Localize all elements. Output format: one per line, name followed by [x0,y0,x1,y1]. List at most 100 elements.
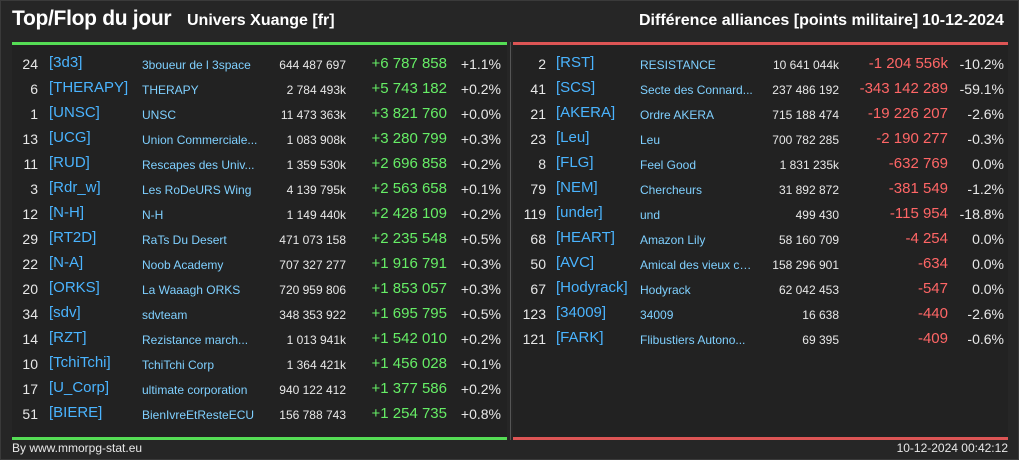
alliance-tag-link[interactable]: [N-H] [49,204,84,221]
rank-cell: 3 [30,181,38,197]
percent-change-cell: -0.6% [967,331,1004,347]
points-diff-cell: -381 549 [888,180,948,197]
total-points-cell: 471 073 158 [279,233,346,247]
alliance-name-link[interactable]: THERAPY [142,83,199,97]
top-table-row: 17 [U_Corp] ultimate corporation 940 122 41… [12,376,507,401]
alliance-tag-link[interactable]: [sdv] [49,304,81,321]
points-diff-cell: +1 853 057 [371,280,448,297]
rank-cell: 20 [22,281,38,297]
top-table-row: 11 [RUD] Rescapes des Univ... 1 359 530k +2 … [12,151,507,176]
alliance-name-link[interactable]: UNSC [142,108,177,122]
alliance-name-link[interactable]: N-H [142,208,164,222]
percent-change-cell: +0.8% [460,406,501,422]
alliance-name-link[interactable]: 34009 [640,308,674,322]
rank-cell: 119 [523,206,546,222]
alliance-name-link[interactable]: Chercheurs [640,183,703,197]
percent-change-cell: +0.2% [460,206,501,222]
top-table-row: 29 [RT2D] RaTs Du Desert 471 073 158 +2 235 … [12,226,507,251]
points-diff-cell: -115 954 [889,205,948,222]
total-points-cell: 1 013 941k [286,333,346,347]
alliance-tag-link[interactable]: [34009] [556,304,607,321]
alliance-name-link[interactable]: TchiTchi Corp [142,358,215,372]
alliance-tag-link[interactable]: [Leu] [556,129,590,146]
flop-panel: 2 [RST] RESISTANCE 10 641 044k -1 204 556k -1… [513,42,1008,440]
total-points-cell: 348 353 922 [279,308,346,322]
top-table-row: 1 [UNSC] UNSC 11 473 363k +3 821 760 +0.0% [12,101,507,126]
points-diff-cell: +1 695 795 [371,305,448,322]
alliance-tag-link[interactable]: [ORKS] [49,279,100,296]
alliance-name-link[interactable]: Leu [640,133,661,147]
alliance-tag-link[interactable]: [Rdr_w] [49,179,101,196]
top-table-row: 3 [Rdr_w] Les RoDeURS Wing 4 139 795k +2 563… [12,176,507,201]
rank-cell: 24 [22,56,38,72]
top-panel: 24 [3d3] 3boueur de l 3space 644 487 697 +6 … [12,42,507,440]
percent-change-cell: +0.3% [460,256,501,272]
alliance-name-link[interactable]: Hodyrack [640,283,691,297]
top-table-row: 13 [UCG] Union Commerciale... 1 083 908k +3 … [12,126,507,151]
alliance-tag-link[interactable]: [TchiTchi] [49,354,111,371]
rank-cell: 23 [530,131,546,147]
top-table-row: 12 [N-H] N-H 1 149 440k +2 428 109 +0.2% [12,201,507,226]
points-diff-cell: -343 142 289 [859,80,948,97]
alliance-name-link[interactable]: Feel Good [640,158,697,172]
alliance-name-link[interactable]: La Waaagh ORKS [142,283,241,297]
points-diff-cell: +2 235 548 [371,230,448,247]
alliance-tag-link[interactable]: [RT2D] [49,229,97,246]
alliance-tag-link[interactable]: [RST] [556,54,595,71]
alliance-tag-link[interactable]: [U_Corp] [49,379,110,396]
alliance-name-link[interactable]: Amazon Lily [640,233,706,247]
alliance-name-link[interactable]: RaTs Du Desert [142,233,227,247]
top-table-row: 24 [3d3] 3boueur de l 3space 644 487 697 +6 … [12,51,507,76]
total-points-cell: 499 430 [795,208,839,222]
alliance-tag-link[interactable]: [AKERA] [556,104,616,121]
points-diff-cell: +1 254 735 [371,405,448,422]
alliance-tag-link[interactable]: [BIERE] [49,404,103,421]
alliance-name-link[interactable]: BienIvreEtResteECU [142,408,255,422]
alliance-tag-link[interactable]: [N-A] [49,254,84,271]
rank-cell: 10 [22,356,38,372]
flop-table-row: 21 [AKERA] Ordre AKERA 715 188 474 -19 226 2… [513,101,1008,126]
total-points-cell: 720 959 806 [279,283,346,297]
alliance-tag-link[interactable]: [Hodyrack] [556,279,628,296]
alliance-tag-link[interactable]: [AVC] [556,254,595,271]
alliance-tag-link[interactable]: [HEART] [556,229,615,246]
alliance-tag-link[interactable]: [UCG] [49,129,91,146]
alliance-tag-link[interactable]: [UNSC] [49,104,100,121]
percent-change-cell: -2.6% [967,106,1004,122]
alliance-name-link[interactable]: Flibustiers Autono... [640,333,746,347]
rank-cell: 22 [22,256,38,272]
alliance-name-link[interactable]: sdvteam [142,308,188,322]
alliance-name-link[interactable]: Ordre AKERA [640,108,715,122]
alliance-tag-link[interactable]: [SCS] [556,79,596,96]
points-diff-cell: -634 [917,255,948,272]
alliance-name-link[interactable]: Rescapes des Univ... [142,158,255,172]
alliance-name-link[interactable]: Amical des vieux co... [640,258,756,272]
alliance-tag-link[interactable]: [FARK] [556,329,604,346]
alliance-name-link[interactable]: und [640,208,661,222]
alliance-name-link[interactable]: RESISTANCE [640,58,716,72]
rank-cell: 79 [530,181,546,197]
total-points-cell: 62 042 453 [778,283,839,297]
alliance-tag-link[interactable]: [RUD] [49,154,90,171]
points-diff-cell: -632 769 [888,155,948,172]
total-points-cell: 69 395 [802,333,839,347]
alliance-name-link[interactable]: Rezistance march... [142,333,249,347]
alliance-name-link[interactable]: Union Commerciale... [142,133,258,147]
alliance-name-link[interactable]: ultimate corporation [142,383,248,397]
alliance-tag-link[interactable]: [FLG] [556,154,594,171]
points-diff-cell: -440 [917,305,948,322]
alliance-tag-link[interactable]: [3d3] [49,54,83,71]
alliance-tag-link[interactable]: [THERAPY] [49,79,129,96]
alliance-name-link[interactable]: Noob Academy [142,258,224,272]
alliance-name-link[interactable]: Secte des Connard... [640,83,753,97]
alliance-name-link[interactable]: Les RoDeURS Wing [142,183,252,197]
alliance-name-link[interactable]: 3boueur de l 3space [142,58,251,72]
alliance-tag-link[interactable]: [under] [556,204,603,221]
percent-change-cell: +1.1% [460,56,501,72]
flop-table-row: 23 [Leu] Leu 700 782 285 -2 190 277 -0.3% [513,126,1008,151]
rank-cell: 1 [30,106,38,122]
alliance-tag-link[interactable]: [RZT] [49,329,87,346]
alliance-tag-link[interactable]: [NEM] [556,179,598,196]
percent-change-cell: +0.3% [460,281,501,297]
total-points-cell: 1 364 421k [286,358,346,372]
